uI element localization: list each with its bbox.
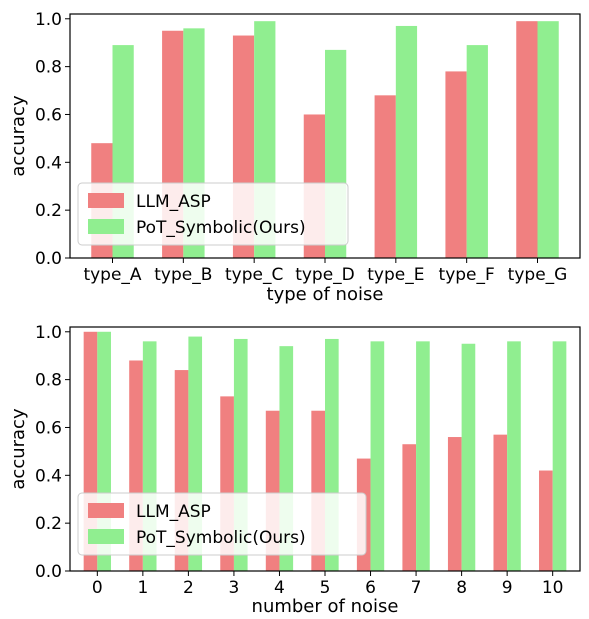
chart0-legend-swatch-1 xyxy=(88,219,124,234)
chart1-xtick-label-6: 6 xyxy=(365,578,376,598)
chart1-bar-pot-symbolic-7 xyxy=(416,341,430,571)
chart1-xtick-label-2: 2 xyxy=(183,578,194,598)
chart0-xtick-label-6: type_G xyxy=(508,265,568,285)
chart0-x-axis-label: type of noise xyxy=(267,284,384,305)
chart1-ytick-label-1: 0.2 xyxy=(35,514,62,534)
chart1-xtick-label-1: 1 xyxy=(137,578,148,598)
chart0-bar-llm-asp-4 xyxy=(374,95,396,258)
chart1-bar-pot-symbolic-6 xyxy=(370,341,385,571)
chart1-bar-llm-asp-10 xyxy=(539,470,553,571)
chart1-bar-pot-symbolic-9 xyxy=(507,341,521,571)
chart0-xtick-label-5: type_F xyxy=(439,265,495,285)
chart0-bar-pot-symbolic-6 xyxy=(537,21,559,259)
chart1-xtick-label-8: 8 xyxy=(456,578,467,598)
chart1-bar-llm-asp-7 xyxy=(402,444,417,571)
chart0-bar-pot-symbolic-5 xyxy=(466,45,488,258)
chart1-x-axis-label: number of noise xyxy=(252,596,399,617)
chart1-bar-pot-symbolic-10 xyxy=(552,341,567,571)
chart1-bar-llm-asp-9 xyxy=(493,434,508,571)
chart0-ytick-label-0: 0.0 xyxy=(35,249,62,269)
chart0-ytick-label-2: 0.4 xyxy=(35,153,62,173)
chart1-xtick-label-0: 0 xyxy=(92,578,103,598)
chart1-xtick-label-10: 10 xyxy=(542,578,564,598)
chart1-xtick-label-7: 7 xyxy=(411,578,422,598)
chart1-legend xyxy=(77,492,367,556)
chart1-bar-pot-symbolic-8 xyxy=(461,343,476,571)
chart1-ytick-label-4: 0.8 xyxy=(35,371,62,391)
chart0-bar-llm-asp-6 xyxy=(516,21,538,259)
chart0-ytick-label-3: 0.6 xyxy=(35,105,62,125)
chart0-xtick-label-3: type_D xyxy=(295,265,355,285)
chart1-xtick-label-9: 9 xyxy=(502,578,513,598)
chart0-xtick-label-1: type_B xyxy=(154,265,212,285)
chart1-xtick-label-4: 4 xyxy=(274,578,285,598)
chart1-y-axis-label: accuracy xyxy=(8,408,29,490)
chart1-ytick-label-3: 0.6 xyxy=(35,418,62,438)
chart1-bar-llm-asp-8 xyxy=(447,437,462,571)
chart1-legend-swatch-1 xyxy=(88,529,124,544)
chart0-ytick-label-1: 0.2 xyxy=(35,201,62,221)
chart0-ytick-label-5: 1.0 xyxy=(35,10,62,30)
chart0-bar-pot-symbolic-4 xyxy=(395,25,418,259)
chart0-y-axis-label: accuracy xyxy=(8,95,29,177)
chart0-ytick-label-4: 0.8 xyxy=(35,58,62,78)
chart1-xtick-label-5: 5 xyxy=(320,578,331,598)
chart0-legend xyxy=(77,182,349,246)
chart0-legend-label-1: PoT_Symbolic(Ours) xyxy=(136,218,306,238)
chart1-legend-label-1: PoT_Symbolic(Ours) xyxy=(136,528,306,548)
chart0-legend-label-0: LLM_ASP xyxy=(136,192,211,212)
chart1-ytick-label-2: 0.4 xyxy=(35,466,62,486)
chart-noise-count: 0.0 0.2 0.4 0.6 0.8 1.0 0 1 2 3 4 5 6 7 8 9 10 number of … xyxy=(8,323,581,617)
chart0-xtick-label-2: type_C xyxy=(225,265,283,285)
chart1-ytick-label-5: 1.0 xyxy=(35,323,62,343)
chart1-ytick-label-0: 0.0 xyxy=(35,562,62,582)
chart0-legend-swatch-0 xyxy=(88,193,124,208)
chart1-legend-label-0: LLM_ASP xyxy=(136,502,211,522)
chart0-xtick-label-0: type_A xyxy=(83,265,141,285)
chart0-bar-llm-asp-5 xyxy=(445,71,467,258)
chart1-legend-swatch-0 xyxy=(88,503,124,518)
chart0-xtick-label-4: type_E xyxy=(367,265,424,285)
chart1-xtick-label-3: 3 xyxy=(229,578,240,598)
